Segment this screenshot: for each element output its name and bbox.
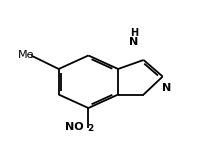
Text: Me: Me — [18, 50, 35, 60]
Text: N: N — [162, 83, 171, 93]
Text: 2: 2 — [87, 124, 94, 133]
Text: H: H — [130, 28, 138, 38]
Text: N: N — [129, 37, 139, 47]
Text: NO: NO — [65, 122, 84, 132]
